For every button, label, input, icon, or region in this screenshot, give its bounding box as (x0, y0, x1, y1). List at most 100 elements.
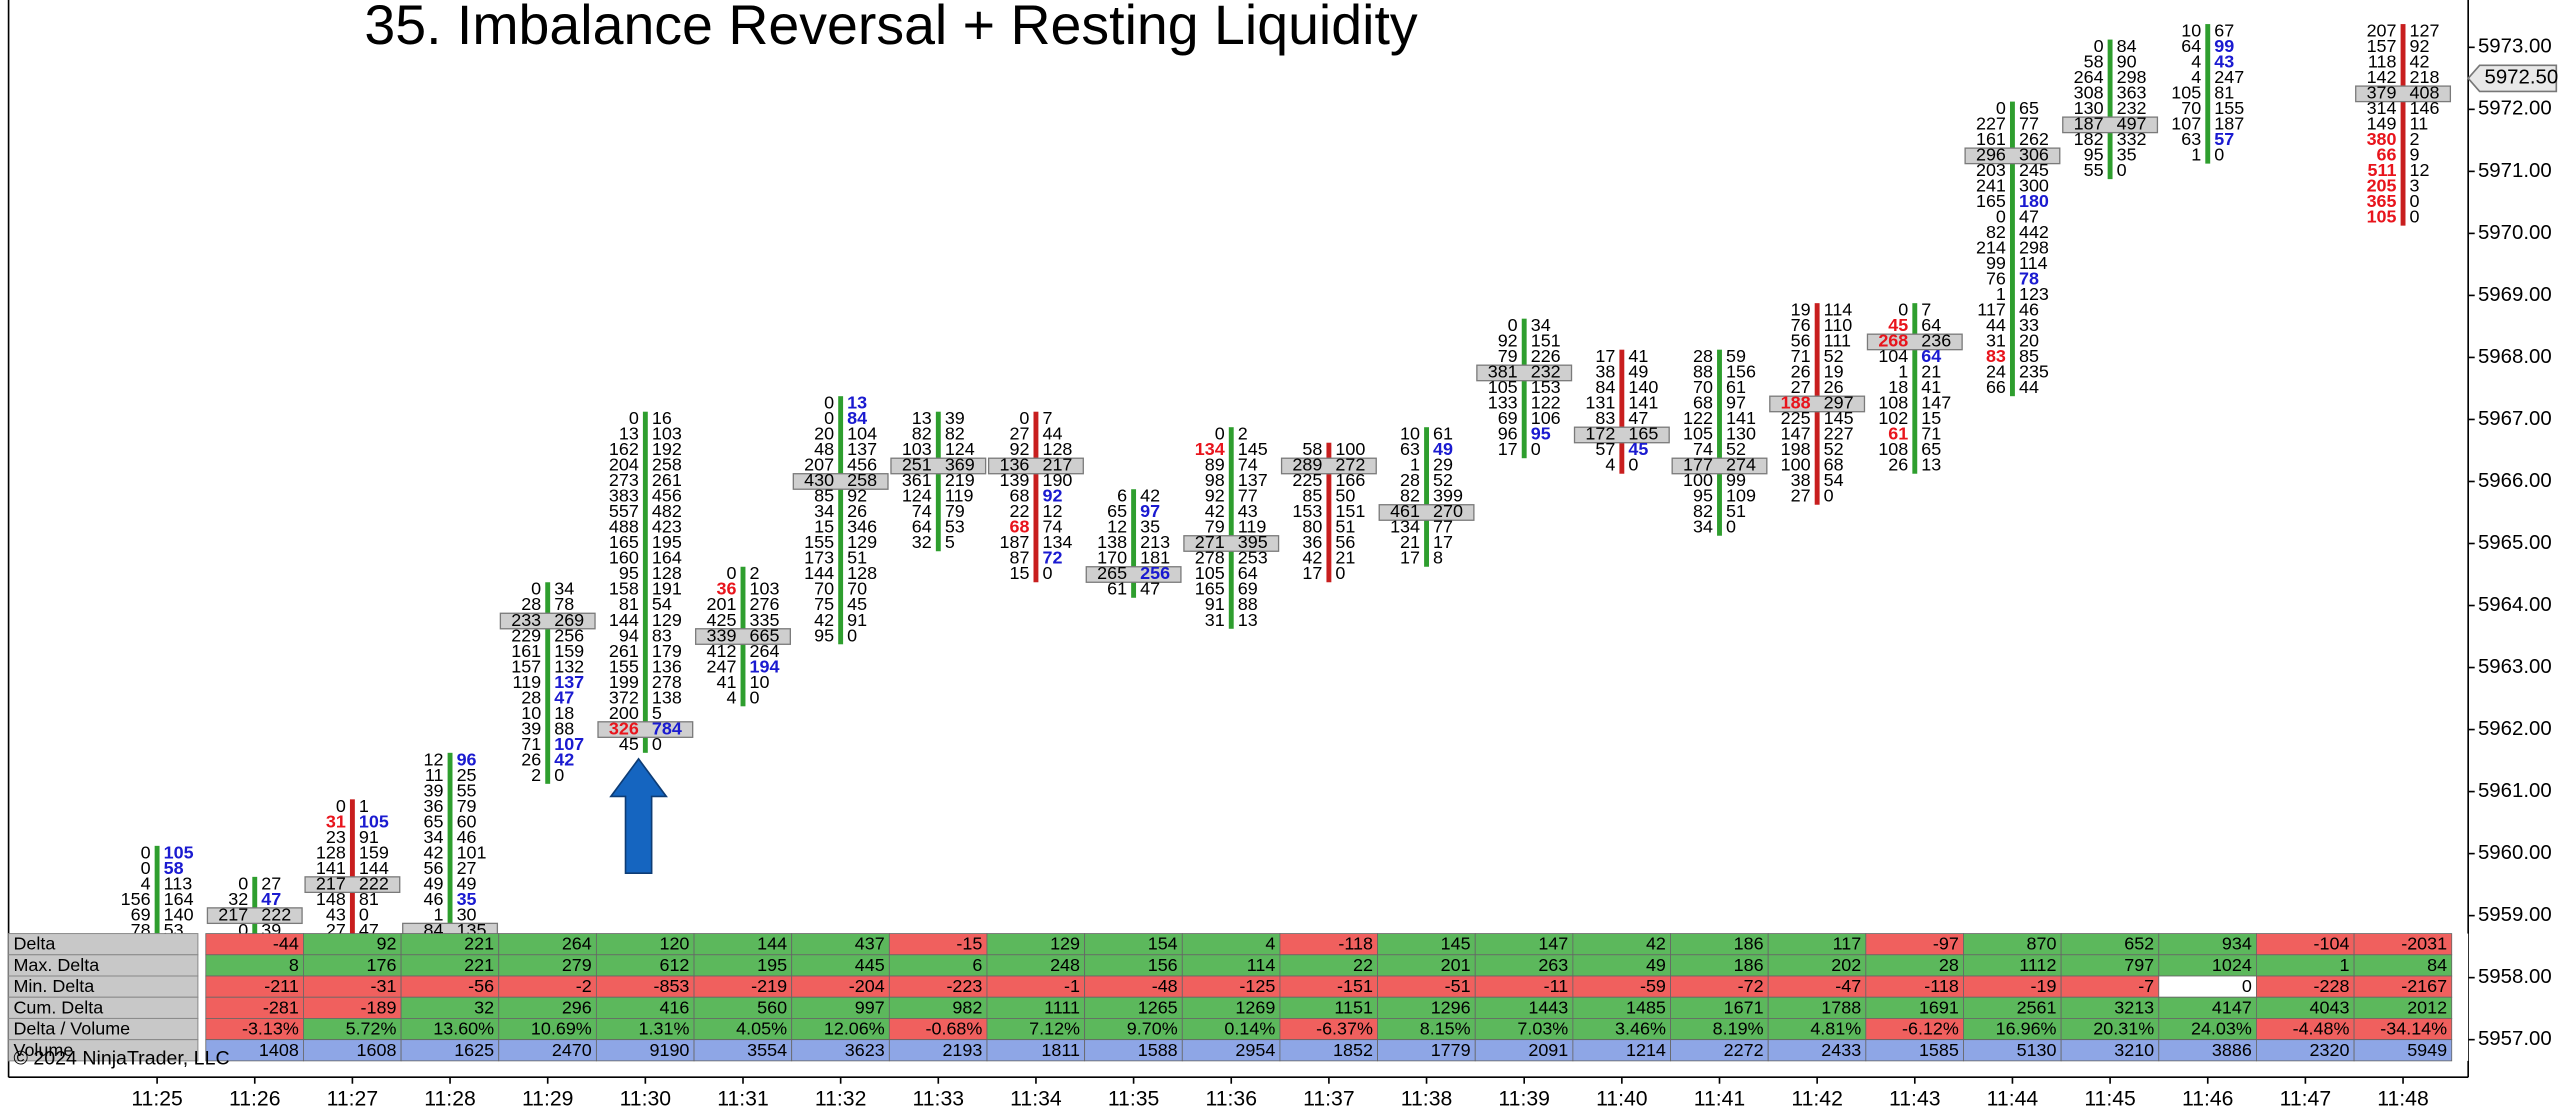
cell-value: 1408 (259, 1040, 299, 1060)
ask-volume: 408 (2410, 83, 2440, 103)
poc-box (890, 457, 987, 475)
bar-body (154, 845, 160, 934)
time-label: 11:35 (1108, 1088, 1160, 1111)
ask-volume: 190 (1042, 470, 1072, 490)
copyright: © 2024 NinjaTrader, LLC (13, 1047, 229, 1069)
time-label: 11:29 (522, 1088, 573, 1111)
bar-body (349, 799, 355, 934)
ask-volume: 195 (652, 532, 682, 552)
ask-volume: 332 (2117, 129, 2147, 149)
bid-volume: 22 (1009, 501, 1029, 521)
poc-box (695, 628, 791, 645)
bid-volume: 157 (2367, 36, 2397, 56)
ask-volume: 39 (261, 920, 281, 940)
cell-value: -4.48% (2293, 1019, 2350, 1039)
cell-value: 92 (377, 934, 397, 954)
bid-volume: 28 (1400, 470, 1420, 490)
bid-volume: 0 (1996, 98, 2006, 118)
ask-volume: 12 (2410, 160, 2430, 180)
ask-volume: 27 (261, 873, 281, 893)
ask-volume: 99 (1726, 470, 1746, 490)
time-label: 11:30 (620, 1088, 672, 1111)
time-label: 11:42 (1791, 1088, 1842, 1111)
ask-volume: 187 (2214, 114, 2244, 134)
ask-volume: 134 (1042, 532, 1072, 552)
cell-value: 9.70% (1127, 1019, 1178, 1039)
cell-value: 8.15% (1420, 1019, 1471, 1039)
cell-value: -51 (1445, 976, 1471, 996)
cell-value: 120 (659, 934, 689, 954)
ask-volume: 114 (1824, 300, 1853, 320)
row-label: Max. Delta (13, 955, 99, 975)
bid-volume: 28 (1693, 346, 1713, 366)
ask-volume: 47 (1628, 408, 1648, 428)
cell-value: 2561 (2017, 997, 2057, 1017)
cell-value: 1214 (1626, 1040, 1666, 1060)
ask-volume: 92 (1042, 486, 1062, 506)
ask-volume: 141 (1726, 408, 1756, 428)
bid-volume: 170 (1097, 548, 1127, 568)
ask-volume: 141 (1628, 393, 1658, 413)
cell-value: -59 (1640, 976, 1666, 996)
bid-volume: 148 (316, 889, 346, 909)
ask-volume: 21 (1335, 548, 1355, 568)
bid-volume: 379 (2367, 83, 2397, 103)
bid-volume: 0 (726, 563, 736, 583)
cell-value: 24.03% (2191, 1019, 2252, 1039)
cell-value: 1852 (1333, 1040, 1373, 1060)
bid-volume: 56 (1791, 331, 1811, 351)
bid-volume: 45 (619, 734, 639, 754)
ask-volume: 369 (945, 455, 975, 475)
ask-volume: 213 (1140, 532, 1170, 552)
ask-volume: 91 (359, 827, 379, 847)
ask-volume: 276 (750, 594, 780, 614)
bid-volume: 155 (609, 656, 639, 676)
bid-volume: 118 (2368, 52, 2397, 72)
ask-volume: 270 (1433, 501, 1463, 521)
ask-volume: 42 (1140, 486, 1160, 506)
cell-value: 1269 (1235, 997, 1275, 1017)
ask-volume: 153 (1531, 377, 1561, 397)
ask-volume: 43 (1238, 501, 1258, 521)
ask-volume: 65 (2019, 98, 2039, 118)
poc-box (304, 876, 401, 894)
row-label: Cum. Delta (13, 997, 103, 1017)
bid-volume: 187 (999, 532, 1029, 552)
bid-volume: 75 (814, 594, 834, 614)
bid-volume: 91 (1205, 594, 1225, 614)
bid-volume: 66 (1986, 377, 2006, 397)
bid-volume: 80 (1302, 517, 1322, 537)
bid-volume: 200 (609, 703, 639, 723)
bid-volume: 34 (1693, 517, 1713, 537)
bid-volume: 45 (1888, 315, 1908, 335)
bid-volume: 66 (2377, 145, 2397, 165)
ask-volume: 192 (652, 439, 682, 459)
bid-volume: 36 (717, 579, 737, 599)
cell-value: 8.19% (1713, 1019, 1764, 1039)
time-label: 11:48 (2377, 1088, 2428, 1111)
cell-value: 1.31% (639, 1019, 690, 1039)
bid-volume: 48 (814, 439, 834, 459)
ask-volume: 363 (2117, 83, 2147, 103)
ask-volume: 81 (2214, 83, 2234, 103)
cell-value: 32 (474, 997, 494, 1017)
ask-volume: 91 (847, 610, 867, 630)
ask-volume: 101 (457, 842, 487, 862)
ask-volume: 166 (1335, 470, 1365, 490)
bid-volume: 98 (1205, 470, 1225, 490)
ask-volume: 226 (1531, 346, 1561, 366)
cell-value: 1608 (357, 1040, 397, 1060)
poc-box (1573, 426, 1670, 444)
ask-volume: 52 (1824, 439, 1844, 459)
bid-volume: 18 (1888, 377, 1908, 397)
time-label: 11:27 (327, 1088, 378, 1111)
bid-volume: 261 (609, 641, 639, 661)
bid-volume: 92 (1009, 439, 1029, 459)
ask-volume: 218 (2410, 67, 2440, 87)
time-label: 11:44 (1987, 1088, 2039, 1111)
ask-volume: 122 (1531, 393, 1561, 413)
bid-volume: 203 (1976, 160, 2006, 180)
ask-volume: 138 (652, 687, 682, 707)
cell-value: 797 (2124, 955, 2154, 975)
